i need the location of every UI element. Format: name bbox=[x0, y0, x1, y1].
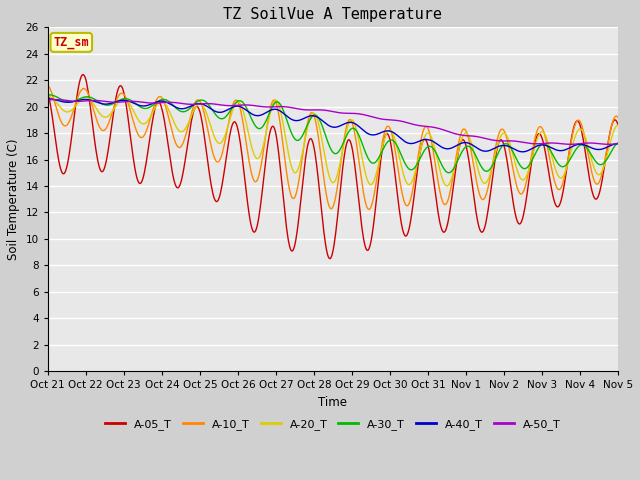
A-10_T bbox=[44, 82, 52, 88]
A-30_T bbox=[114, 98, 122, 104]
Line: A-10_T: A-10_T bbox=[48, 85, 618, 209]
A-20_T bbox=[44, 93, 52, 99]
A-10_T bbox=[171, 137, 179, 143]
A-50_T bbox=[55, 97, 63, 103]
A-50_T bbox=[114, 99, 122, 105]
A-30_T bbox=[172, 105, 179, 110]
A-40_T bbox=[113, 98, 120, 104]
A-05_T bbox=[172, 182, 179, 188]
A-50_T bbox=[172, 100, 179, 106]
Text: TZ_sm: TZ_sm bbox=[54, 36, 89, 49]
A-50_T bbox=[605, 142, 612, 147]
A-20_T bbox=[113, 102, 120, 108]
A-10_T bbox=[614, 115, 622, 120]
Line: A-50_T: A-50_T bbox=[48, 99, 618, 144]
A-50_T bbox=[202, 101, 209, 107]
A-10_T bbox=[113, 96, 120, 102]
A-20_T bbox=[614, 122, 622, 128]
A-20_T bbox=[443, 183, 451, 189]
A-05_T bbox=[614, 122, 622, 128]
A-50_T bbox=[614, 141, 622, 146]
A-40_T bbox=[519, 149, 527, 155]
A-30_T bbox=[55, 95, 63, 101]
A-40_T bbox=[171, 104, 179, 109]
Title: TZ SoilVue A Temperature: TZ SoilVue A Temperature bbox=[223, 7, 442, 22]
A-10_T bbox=[365, 206, 373, 212]
A-50_T bbox=[44, 97, 52, 103]
A-40_T bbox=[201, 102, 209, 108]
A-20_T bbox=[403, 179, 410, 185]
A-05_T bbox=[44, 90, 52, 96]
A-30_T bbox=[202, 99, 209, 105]
A-30_T bbox=[44, 92, 52, 98]
A-10_T bbox=[54, 111, 62, 117]
A-40_T bbox=[54, 98, 62, 104]
A-05_T bbox=[54, 154, 62, 160]
A-20_T bbox=[419, 138, 427, 144]
A-05_T bbox=[326, 256, 334, 262]
A-05_T bbox=[202, 143, 209, 148]
A-05_T bbox=[114, 88, 122, 94]
A-50_T bbox=[420, 123, 428, 129]
A-05_T bbox=[420, 136, 428, 142]
A-30_T bbox=[614, 140, 622, 145]
A-50_T bbox=[52, 96, 60, 102]
A-40_T bbox=[403, 140, 410, 145]
A-10_T bbox=[420, 127, 428, 132]
A-20_T bbox=[54, 102, 62, 108]
Y-axis label: Soil Temperature (C): Soil Temperature (C) bbox=[7, 138, 20, 260]
A-40_T bbox=[44, 96, 52, 102]
A-20_T bbox=[171, 121, 179, 127]
A-10_T bbox=[403, 203, 411, 209]
A-30_T bbox=[445, 170, 453, 176]
A-40_T bbox=[419, 137, 427, 143]
Line: A-05_T: A-05_T bbox=[48, 75, 618, 259]
X-axis label: Time: Time bbox=[318, 396, 348, 408]
A-40_T bbox=[614, 141, 622, 146]
Line: A-20_T: A-20_T bbox=[48, 96, 618, 186]
A-05_T bbox=[79, 72, 86, 78]
A-50_T bbox=[403, 120, 411, 125]
A-30_T bbox=[45, 92, 52, 97]
Line: A-30_T: A-30_T bbox=[48, 95, 618, 173]
A-05_T bbox=[404, 230, 412, 236]
Legend: A-05_T, A-10_T, A-20_T, A-30_T, A-40_T, A-50_T: A-05_T, A-10_T, A-20_T, A-30_T, A-40_T, … bbox=[100, 415, 565, 434]
Line: A-40_T: A-40_T bbox=[48, 99, 618, 152]
A-10_T bbox=[201, 113, 209, 119]
A-20_T bbox=[201, 106, 209, 112]
A-30_T bbox=[420, 149, 428, 155]
A-30_T bbox=[403, 164, 411, 169]
